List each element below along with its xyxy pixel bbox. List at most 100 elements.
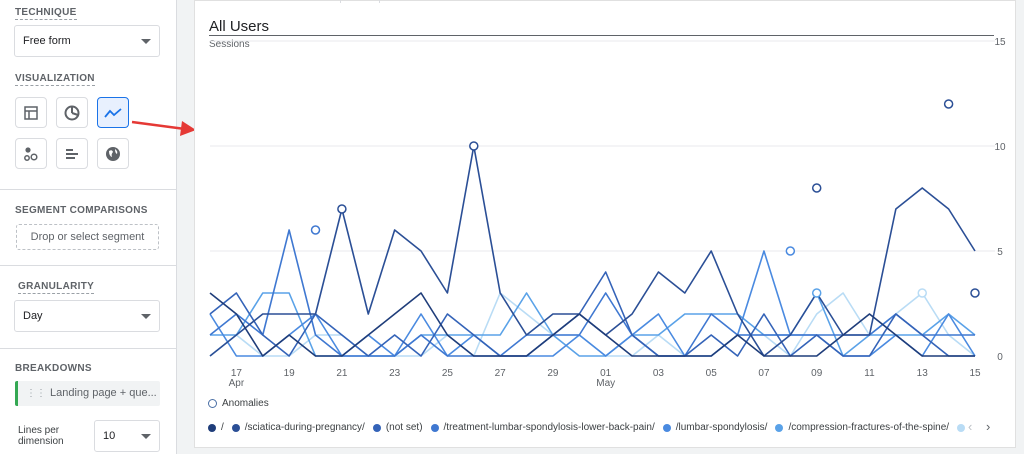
visualization-heading: VISUALIZATION xyxy=(15,73,95,86)
bar-viz-button[interactable] xyxy=(56,138,88,169)
bar-chart-icon xyxy=(66,148,78,159)
x-tick-label: 27 xyxy=(495,368,507,379)
technique-select[interactable]: Free form xyxy=(14,25,160,57)
divider xyxy=(0,348,176,349)
donut-viz-button[interactable] xyxy=(56,97,88,128)
y-tick-label: 10 xyxy=(994,142,1006,153)
chart-title: All Users xyxy=(209,18,270,35)
anomaly-point xyxy=(970,288,980,298)
donut-chart-icon xyxy=(64,105,80,120)
legend-swatch xyxy=(662,423,671,432)
legend-swatch xyxy=(957,423,966,432)
legend-label: /compression-fractures-of-the-spine/ xyxy=(788,422,950,433)
series-line xyxy=(209,292,975,357)
granularity-select[interactable]: Day xyxy=(14,300,160,332)
series-line xyxy=(209,250,976,357)
granularity-heading: GRANULARITY xyxy=(18,281,95,294)
line-chart-icon xyxy=(104,107,122,118)
anomaly-point xyxy=(811,183,822,193)
granularity-value: Day xyxy=(23,310,43,322)
legend-swatch xyxy=(372,423,381,432)
x-tick-label: 23 xyxy=(389,368,401,379)
legend-item[interactable]: / xyxy=(208,422,224,433)
x-tick-label: 09 xyxy=(811,368,823,379)
report-canvas xyxy=(194,0,1016,448)
anomaly-ring-icon xyxy=(208,399,217,408)
x-tick-label: 19 xyxy=(284,368,296,379)
lines-per-dimension-label: Lines per dimension xyxy=(18,425,64,447)
legend-item[interactable]: /treatment-lumbar-spondylosis-lower-back… xyxy=(430,422,655,433)
legend-label: / xyxy=(221,422,224,433)
series-line xyxy=(209,271,975,357)
drag-handle-icon[interactable]: ⋮⋮ xyxy=(26,388,46,399)
legend-label: /sciatica-during-pregnancy/ xyxy=(244,422,365,433)
legend-label: /treatment-lumbar-spondylosis-lower-back… xyxy=(443,422,655,433)
lines-per-dimension-select[interactable]: 10 xyxy=(94,420,160,452)
legend-next-button[interactable]: › xyxy=(985,419,991,434)
legend-item[interactable]: /t xyxy=(957,422,968,433)
y-tick-label: 5 xyxy=(997,247,1003,258)
x-tick-sublabel: Apr xyxy=(229,378,245,389)
x-tick-label: 15 xyxy=(969,368,981,379)
divider xyxy=(0,265,176,266)
title-underline xyxy=(209,35,994,36)
annotation-arrow xyxy=(131,120,196,136)
segment-comparisons-heading: SEGMENT COMPARISONS xyxy=(15,205,148,216)
legend-item[interactable]: /compression-fractures-of-the-spine/ xyxy=(775,422,949,433)
segment-drop-zone[interactable]: Drop or select segment xyxy=(16,224,159,250)
technique-heading: TECHNIQUE xyxy=(15,7,77,20)
x-tick-label: 01 xyxy=(600,368,612,379)
legend-swatch xyxy=(775,423,784,432)
x-tick-label: 17 xyxy=(231,368,243,379)
technique-value: Free form xyxy=(23,35,71,47)
x-tick-label: 11 xyxy=(864,368,875,379)
legend-prev-button[interactable]: ‹ xyxy=(968,419,973,434)
anomaly-point xyxy=(310,225,321,235)
canvas-tab[interactable] xyxy=(340,0,380,3)
breakdown-chip[interactable]: ⋮⋮ Landing page + que... xyxy=(15,381,160,406)
x-tick-label: 03 xyxy=(653,368,665,379)
divider xyxy=(0,189,176,190)
table-icon xyxy=(24,105,38,120)
legend-swatch xyxy=(430,423,439,432)
anomalies-label: Anomalies xyxy=(222,398,269,409)
scatter-viz-button[interactable] xyxy=(15,138,47,169)
line-viz-button[interactable] xyxy=(97,97,129,128)
x-tick-sublabel: May xyxy=(596,378,615,389)
anomaly-point xyxy=(917,288,927,298)
anomaly-point xyxy=(785,246,796,256)
anomaly-point xyxy=(943,99,954,109)
x-tick-label: 05 xyxy=(706,368,718,379)
legend-swatch xyxy=(231,423,240,432)
series-legend: / /sciatica-during-pregnancy/ (not set) /tr… xyxy=(208,422,968,436)
settings-panel: TECHNIQUE Free form VISUALIZATION xyxy=(0,0,177,454)
y-tick-label: 15 xyxy=(994,37,1006,48)
legend-label: /lumbar-spondylosis/ xyxy=(675,422,768,433)
legend-item[interactable]: (not set) xyxy=(372,422,423,433)
y-axis-title: Sessions xyxy=(209,39,250,50)
lines-per-dimension-value: 10 xyxy=(103,430,116,442)
legend-label: (not set) xyxy=(385,422,423,433)
y-tick-label: 0 xyxy=(997,352,1003,363)
anomaly-point xyxy=(469,141,479,151)
x-tick-label: 29 xyxy=(547,368,559,379)
legend-item[interactable]: /sciatica-during-pregnancy/ xyxy=(231,422,365,433)
x-tick-label: 21 xyxy=(336,368,348,379)
geo-map-viz-button[interactable] xyxy=(97,138,129,169)
x-tick-label: 07 xyxy=(758,368,770,379)
chevron-down-icon xyxy=(141,314,151,319)
breakdowns-heading: BREAKDOWNS xyxy=(15,363,92,374)
chevron-down-icon xyxy=(141,39,151,44)
anomalies-legend[interactable]: Anomalies xyxy=(208,398,269,409)
anomaly-point xyxy=(337,204,347,214)
x-tick-label: 25 xyxy=(442,368,454,379)
x-tick-label: 13 xyxy=(917,368,929,379)
globe-icon xyxy=(106,146,120,161)
scatter-plot-icon xyxy=(24,146,38,161)
legend-item[interactable]: /lumbar-spondylosis/ xyxy=(662,422,768,433)
anomaly-point xyxy=(811,288,822,298)
legend-pagination: ‹ › xyxy=(968,419,1000,434)
table-viz-button[interactable] xyxy=(15,97,47,128)
chevron-down-icon xyxy=(141,434,151,439)
